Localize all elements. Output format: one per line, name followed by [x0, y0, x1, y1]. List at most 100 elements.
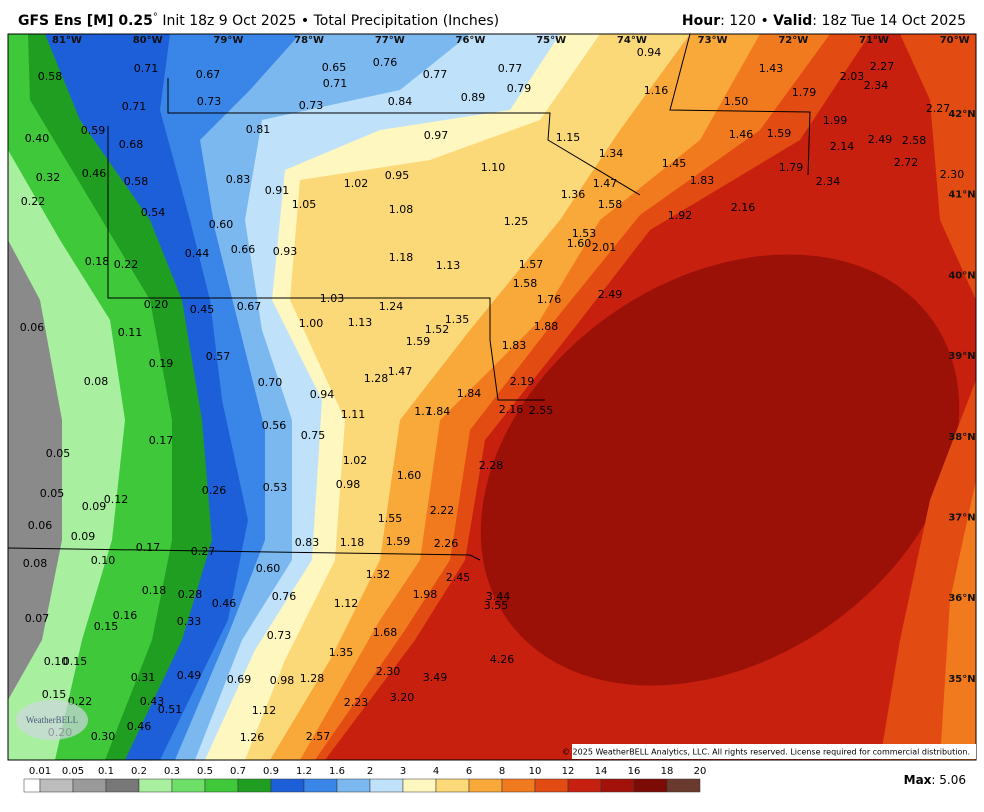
point-label: 3.44: [486, 590, 511, 603]
colorbar-label: 0.7: [230, 766, 246, 777]
point-label: 2.26: [434, 537, 459, 550]
point-label: 0.98: [336, 478, 361, 491]
point-label: 1.12: [334, 597, 359, 610]
point-labels: 0.58 0.71 0.67 0.65 0.76 0.77 0.77 0.94 0.71 0.73…: [20, 46, 965, 744]
point-label: 1.28: [364, 372, 389, 385]
point-label: 1.50: [724, 95, 749, 108]
color-swatch: [39, 778, 74, 793]
point-label: 1.18: [389, 251, 414, 264]
point-label: 0.84: [388, 95, 413, 108]
state-border: [167, 78, 641, 196]
field: [8, 240, 62, 700]
copyright-bg: [572, 744, 976, 759]
colorbar-label: 14: [595, 766, 608, 777]
point-label: 1.12: [252, 704, 277, 717]
point-label: 1.58: [598, 198, 623, 211]
map: [8, 34, 976, 760]
logo-badge: [16, 700, 88, 740]
point-label: 2.34: [864, 79, 889, 92]
point-label: 1.59: [767, 127, 792, 140]
point-label: 1.08: [389, 203, 414, 216]
point-label: 2.03: [840, 70, 865, 83]
point-label: 0.83: [226, 173, 251, 186]
point-label: 2.49: [598, 288, 623, 301]
colorbar-label: 16: [628, 766, 641, 777]
point-label: 1.83: [690, 174, 715, 187]
longitude-label: 73°W: [698, 35, 728, 46]
point-label: 1.79: [792, 86, 817, 99]
colorbar-label: 3: [400, 766, 406, 777]
point-label: 1.03: [320, 292, 345, 305]
point-label: 0.73: [267, 629, 292, 642]
color-swatch: [600, 778, 635, 793]
longitude-label: 72°W: [778, 35, 808, 46]
point-label: 1.99: [823, 114, 848, 127]
longitude-label: 81°W: [52, 35, 82, 46]
copyright: © 2025 WeatherBELL Analytics, LLC. All r…: [562, 748, 970, 757]
point-label: 1.76: [537, 293, 562, 306]
colorbar-label: 0.3: [164, 766, 180, 777]
point-label: 1.88: [534, 320, 559, 333]
point-label: 1.57: [519, 258, 544, 271]
point-label: 0.71: [323, 77, 348, 90]
point-label: 0.59: [81, 124, 106, 137]
point-label: 2.16: [499, 403, 524, 416]
field: [940, 480, 976, 760]
point-label: 0.43: [140, 695, 165, 708]
point-label: 0.19: [149, 357, 174, 370]
point-label: 0.10: [91, 554, 116, 567]
point-label: 0.81: [246, 123, 271, 136]
point-label: 1.60: [567, 237, 592, 250]
point-label: 0.97: [424, 129, 449, 142]
point-label: 0.05: [46, 447, 71, 460]
point-label: 0.16: [113, 609, 138, 622]
point-label: 1.52: [425, 323, 450, 336]
point-label: 0.09: [71, 530, 96, 543]
point-label: 1.28: [300, 672, 325, 685]
colorbar-label: 0.2: [131, 766, 147, 777]
point-label: 0.06: [20, 321, 45, 334]
point-label: 2.22: [430, 504, 455, 517]
point-label: 0.60: [209, 218, 234, 231]
color-swatch: [105, 778, 140, 793]
valid-time: Hour: 120 • Valid: 18z Tue 14 Oct 2025: [682, 13, 966, 29]
point-label: 1.59: [386, 535, 411, 548]
state-border: [669, 34, 811, 176]
point-label: 0.09: [82, 500, 107, 513]
point-label: 2.19: [510, 375, 535, 388]
colorbar-label: 6: [466, 766, 472, 777]
point-label: 0.11: [118, 326, 143, 339]
point-label: 0.08: [23, 557, 48, 570]
longitude-label: 76°W: [456, 35, 486, 46]
longitude-label: 77°W: [375, 35, 405, 46]
latitude-label: 40°N: [948, 270, 975, 281]
point-label: 0.26: [202, 484, 227, 497]
point-label: 0.20: [144, 298, 169, 311]
point-label: 2.16: [731, 201, 756, 214]
point-label: 0.67: [237, 300, 262, 313]
latitude-label: 37°N: [948, 513, 975, 524]
point-label: 1.60: [397, 469, 422, 482]
valid-value: : 18z Tue 14 Oct 2025: [812, 13, 966, 29]
max-value: : 5.06: [931, 773, 966, 787]
point-label: 0.15: [42, 688, 67, 701]
point-label: 0.76: [373, 56, 398, 69]
point-label: 0.58: [124, 175, 149, 188]
point-label: 1.47: [593, 177, 618, 190]
point-label: 0.33: [177, 615, 202, 628]
point-label: 0.46: [127, 720, 152, 733]
point-label: 2.27: [870, 60, 895, 73]
point-label: 1.35: [329, 646, 354, 659]
point-label: 0.95: [385, 169, 410, 182]
point-label: 1.45: [662, 157, 687, 170]
point-label: 0.58: [38, 70, 63, 83]
degree: °: [153, 12, 158, 23]
point-label: 3.55: [484, 599, 509, 612]
point-label: 2.14: [830, 140, 855, 153]
point-label: 0.98: [270, 674, 295, 687]
point-label: 1.35: [445, 313, 470, 326]
point-label: 2.28: [479, 459, 504, 472]
latitude-label: 42°N: [948, 109, 975, 120]
point-label: 0.54: [141, 206, 166, 219]
color-swatch: [369, 778, 404, 793]
